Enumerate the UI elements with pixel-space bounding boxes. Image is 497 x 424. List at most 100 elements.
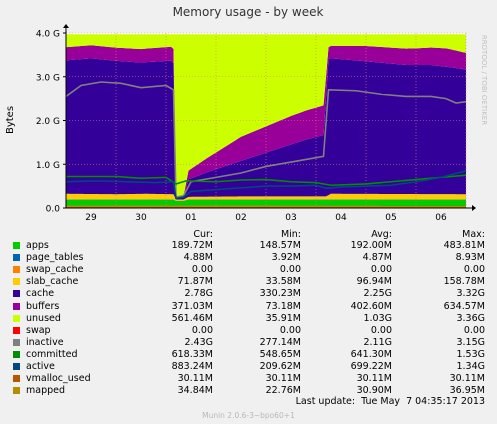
x-tick-label: 30 [135,213,147,223]
line-committed [66,174,467,187]
y-tick-label: 4.0 G [36,30,60,40]
rrdtool-credit: RRDTOOL / TOBI OETIKER [480,35,488,125]
legend-name: vmalloc_used [26,373,91,385]
x-tick-label: 01 [185,213,196,223]
legend-value-min: 30.11M [265,373,301,385]
x-axis-arrow [472,205,476,211]
legend-value-avg: 96.94M [356,276,392,288]
legend-value-max: 8.93M [455,252,485,264]
legend-name: page_tables [26,252,84,264]
legend-swatch [13,266,20,274]
legend-row-slab-cache: slab_cache 71.87M 33.58M 96.94M 158.78M [0,276,497,288]
legend-row-unused: unused 561.46M 35.91M 1.03G 3.36G [0,313,497,325]
legend-value-max: 483.81M [443,240,485,251]
legend-value-cur: 371.03M [171,300,213,312]
legend-header-cur: Cur: [193,229,213,240]
legend-value-max: 1.53G [456,348,485,360]
legend-value-cur: 2.43G [184,336,213,348]
munin-version: Munin 2.0.6-3~bpo60+1 [202,411,295,420]
legend-name: swap [26,324,51,336]
x-tick-label: 06 [435,213,447,223]
legend-name: buffers [26,300,60,312]
legend-value-avg: 0.00 [370,324,392,336]
legend-value-min: 148.57M [259,240,301,251]
legend-value-avg: 30.90M [356,385,392,397]
legend-row-swap-cache: swap_cache 0.00 0.00 0.00 0.00 [0,264,497,276]
line-series [65,81,467,208]
legend-name: slab_cache [26,276,79,288]
legend-row-buffers: buffers 371.03M 73.18M 402.60M 634.57M [0,301,497,313]
legend-swatch [13,375,20,383]
legend-value-avg: 402.60M [350,300,392,312]
legend-swatch [13,326,20,334]
legend-value-max: 3.32G [456,288,485,300]
legend-value-cur: 4.88M [183,252,213,264]
legend-value-avg: 2.25G [363,288,392,300]
legend-value-min: 277.14M [259,336,301,348]
legend-value-max: 0.00 [463,324,485,336]
area-buffers [66,45,466,198]
line-inactive [65,81,467,199]
grid-lines [65,32,467,208]
legend-swatch [13,302,20,310]
legend-name: cache [26,288,55,300]
legend-value-max: 0.00 [463,264,485,276]
legend-value-avg: 4.87M [362,252,392,264]
x-tick-label: 02 [235,213,246,223]
legend-value-min: 330.23M [259,288,301,300]
legend-value-avg: 641.30M [350,348,392,360]
legend-swatch [13,363,20,370]
legend-row-page-tables: page_tables 4.88M 3.92M 4.87M 8.93M [0,252,497,264]
y-tick-label: 2.0 G [36,117,60,127]
legend-value-min: 0.00 [279,264,301,276]
legend-value-max: 1.34G [456,361,485,372]
legend-value-cur: 0.00 [191,324,213,336]
area-unused [66,34,466,197]
legend-swatch [13,314,20,322]
legend-row-vmalloc-used: vmalloc_used 30.11M 30.11M 30.11M 30.11M [0,373,497,385]
legend-row-inactive: inactive 2.43G 277.14M 2.11G 3.15G [0,337,497,349]
line-active [65,170,467,200]
y-axis-label: Bytes [5,106,16,134]
legend-name: active [26,361,55,372]
legend-swatch [13,254,20,262]
last-update: Last update: Tue May 7 04:35:17 2013 [295,396,485,407]
legend-value-avg: 0.00 [370,264,392,276]
legend-row-committed: committed 618.33M 548.65M 641.30M 1.53G [0,349,497,361]
legend-swatch [13,350,20,358]
legend-value-avg: 192.00M [350,240,392,251]
legend-value-cur: 883.24M [171,361,213,372]
area-page-tables [66,199,466,201]
legend-value-max: 158.78M [443,276,485,288]
legend-value-min: 35.91M [265,312,301,324]
legend-value-avg: 1.03G [363,312,392,324]
legend-value-cur: 561.46M [171,312,213,324]
x-tick-label: 05 [385,213,396,223]
legend-header-avg: Avg: [371,229,392,240]
legend-row-active: active 883.24M 209.62M 699.22M 1.34G [0,361,497,373]
x-tick-label: 04 [335,213,347,223]
legend-row-swap: swap 0.00 0.00 0.00 0.00 [0,325,497,337]
legend-swatch [13,387,20,395]
legend-value-max: 3.36G [456,312,485,324]
y-tick-labels: 0.0 1.0 G 2.0 G 3.0 G 4.0 G [36,30,66,215]
x-tick-label: 29 [85,213,97,223]
y-axis-arrow [63,24,69,28]
y-tick-label: 0.0 [46,205,61,215]
legend-value-min: 73.18M [265,300,301,312]
legend-swatch [13,338,20,346]
x-tick-labels: 29 30 01 02 03 04 05 06 [85,213,447,223]
legend-value-max: 3.15G [456,336,485,348]
legend-value-min: 0.00 [279,324,301,336]
legend-row-mapped: mapped 34.84M 22.76M 30.90M 36.95M [0,385,497,397]
legend-name: mapped [26,385,66,397]
legend-row-cache: cache 2.78G 330.23M 2.25G 3.32G [0,288,497,300]
legend-swatch [13,242,20,249]
legend-value-max: 36.95M [449,385,485,397]
legend-row-apps: apps 189.72M 148.57M 192.00M 483.81M [0,240,497,252]
legend-name: unused [26,312,61,324]
legend-header-min: Min: [280,229,301,240]
legend-value-min: 209.62M [259,361,301,372]
legend-value-cur: 189.72M [171,240,213,251]
legend-value-cur: 2.78G [184,288,213,300]
